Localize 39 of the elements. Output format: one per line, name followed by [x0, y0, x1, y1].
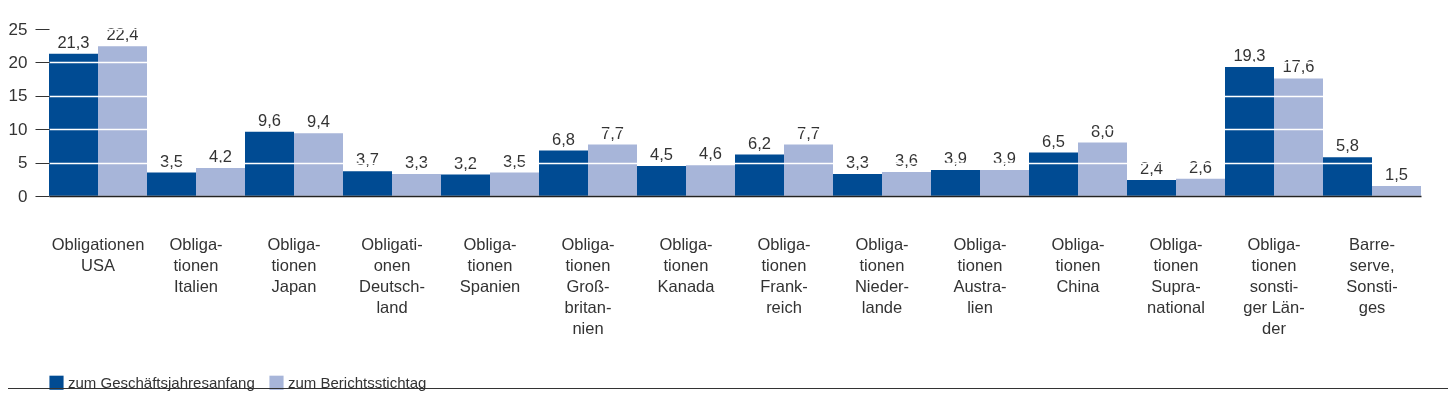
data-label: 6,5 — [1042, 131, 1065, 150]
x-tick-label: Obliga- tionen Italien — [169, 234, 223, 295]
data-label: 4,6 — [699, 144, 722, 163]
x-tick-label: Obligationen USA — [51, 234, 145, 274]
x-tick-label: Obliga- tionen Supra- national — [1147, 234, 1205, 316]
x-tick-label: Obligati- onen Deutsch- land — [358, 234, 426, 316]
data-label: 6,8 — [552, 129, 575, 148]
data-label: 9,6 — [258, 110, 281, 129]
data-label: 1,5 — [1385, 164, 1408, 183]
x-tick-label: Obliga- tionen Frank- reich — [757, 234, 811, 316]
data-label: 17,6 — [1282, 57, 1315, 76]
data-label: 21,3 — [57, 32, 90, 51]
y-tick-label: 5 — [18, 153, 28, 173]
y-tick-label: 15 — [8, 86, 28, 106]
data-label: 3,5 — [160, 151, 183, 170]
data-label: 19,3 — [1233, 46, 1266, 65]
y-tick-label: 10 — [8, 119, 28, 139]
x-tick-label: Obliga- tionen Nieder- lande — [854, 234, 910, 316]
data-label: 3,5 — [503, 151, 526, 170]
x-tick-label: Obliga- tionen Kanada — [657, 234, 716, 295]
y-tick-label: 20 — [8, 52, 28, 72]
data-label: 6,2 — [748, 133, 771, 152]
data-label: 4,2 — [209, 146, 232, 165]
legend-label: zum Geschäftsjahresanfang — [68, 373, 255, 391]
y-tick-label: 25 — [8, 19, 28, 39]
data-label: 3,3 — [846, 152, 869, 171]
data-label: 5,8 — [1336, 136, 1359, 155]
x-tick-label: Obliga- tionen Spanien — [459, 234, 521, 295]
x-tick-label: Obliga- tionen Austra- lien — [953, 234, 1007, 316]
x-tick-label: Barre- serve, Sonsti- ges — [1346, 234, 1398, 316]
y-tick-label: 0 — [18, 186, 28, 206]
x-tick-label: Obliga- tionen China — [1051, 234, 1105, 295]
x-tick-label: Obliga- tionen sonsti- ger Län- der — [1243, 234, 1305, 337]
data-label: 9,4 — [307, 112, 330, 131]
x-tick-label: Obliga- tionen Japan — [267, 234, 321, 295]
legend-label: zum Berichtsstichtag — [288, 373, 427, 391]
data-label: 4,5 — [650, 144, 673, 163]
x-tick-label: Obliga- tionen Groß- britan- nien — [561, 234, 615, 337]
data-label: 3,3 — [405, 152, 428, 171]
